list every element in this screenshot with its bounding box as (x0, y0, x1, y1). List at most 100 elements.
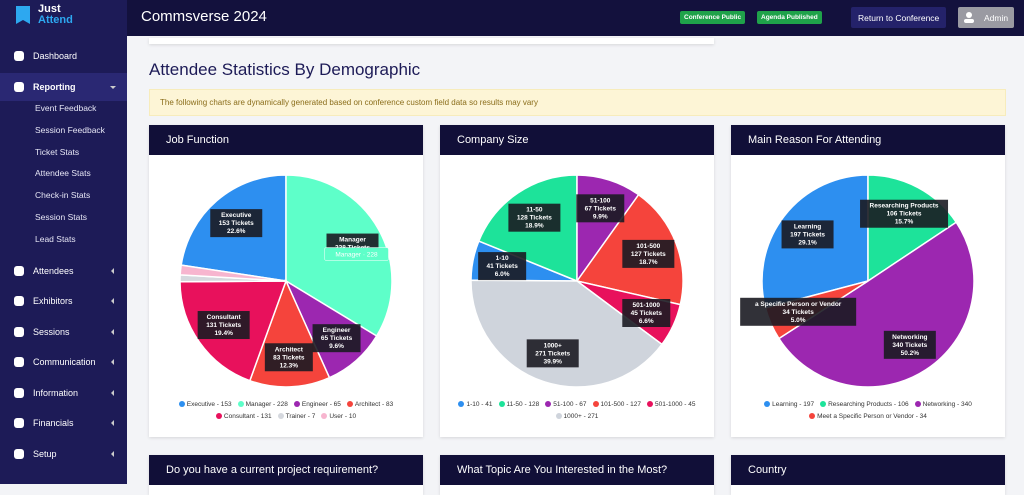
legend-item[interactable]: 101-500 - 127 (592, 401, 641, 408)
submenu-item[interactable]: Session Feedback (35, 124, 105, 135)
page-heading: Attendee Statistics By Demographic (149, 60, 421, 79)
legend-item[interactable]: 501-1000 - 45 (647, 401, 696, 408)
data-label-text: Executive (221, 212, 252, 219)
legend-swatch (545, 401, 552, 407)
submenu-item[interactable]: Ticket Stats (35, 146, 80, 157)
menu-icon-shape (14, 418, 24, 429)
data-label-text: Researching Products (870, 203, 939, 210)
legend-item[interactable]: Meet a Specific Person or Vendor - 34 (809, 413, 927, 420)
chart-title: Main Reason For Attending (731, 125, 1005, 155)
legend-item[interactable]: Trainer - 7 (277, 413, 315, 420)
submenu-item[interactable]: Event Feedback (35, 103, 97, 113)
data-label-text: 1-10 (496, 255, 509, 262)
data-label-text: 197 Tickets (790, 231, 825, 238)
legend-swatch (592, 401, 599, 407)
submenu-item[interactable]: Session Stats (35, 212, 87, 222)
menu-item[interactable]: Attendees (0, 257, 127, 285)
menu-label: Exhibitors (33, 296, 73, 307)
menu-item[interactable]: Communication (0, 348, 127, 376)
legend-text: 501-1000 - 45 (655, 401, 696, 408)
data-label-text: 65 Tickets (321, 335, 353, 342)
data-label-text: 12.3% (280, 362, 299, 369)
data-label-text: Consultant (207, 314, 242, 321)
data-label-text: 128 Tickets (517, 215, 552, 222)
status-badge: Conference Public (680, 11, 746, 24)
return-button[interactable]: Return to Conference (851, 7, 947, 28)
data-label-text: 11-50 (526, 207, 543, 214)
data-label-text: 22.6% (227, 228, 246, 235)
legend-item[interactable]: 11-50 - 128 (498, 401, 540, 408)
menu-item[interactable]: Reporting (0, 72, 127, 101)
menu-item[interactable]: Sessions (0, 318, 127, 346)
menu-icon (14, 51, 24, 61)
data-label-text: Engineer (323, 327, 351, 334)
menu-label: Attendees (33, 265, 74, 276)
chevron-shape (111, 298, 114, 305)
menu-icon (14, 296, 24, 307)
submenu-item[interactable]: Check-in Stats (35, 190, 91, 201)
chevron-shape (111, 450, 114, 457)
user-button[interactable]: Admin (958, 7, 1014, 28)
legend-swatch (321, 413, 328, 419)
data-label-text: 50.2% (901, 350, 920, 357)
data-label-text: 29.1% (798, 239, 817, 246)
legend-item[interactable]: Researching Products - 106 (820, 401, 909, 408)
data-label-text: 501-1000 (633, 302, 661, 309)
chart-title: Country (731, 455, 1005, 485)
legend-swatch (914, 401, 921, 407)
pie-slice (179, 264, 287, 282)
data-label-text: 6.0% (495, 271, 510, 278)
menu-icon-shape (14, 326, 24, 337)
legend-text: 1000+ - 271 (563, 413, 599, 420)
logo-text: Just Attend (38, 4, 73, 26)
chevron-shape (111, 328, 114, 335)
user-icon (964, 12, 974, 23)
legend-item[interactable]: Engineer - 65 (293, 401, 341, 408)
legend-swatch (647, 401, 654, 407)
legend-item[interactable]: Consultant - 131 (215, 413, 272, 420)
legend-item[interactable]: Manager - 228 (237, 401, 288, 408)
data-label-text: 131 Tickets (206, 322, 241, 329)
legend-item[interactable]: User - 10 (321, 413, 356, 420)
legend-item[interactable]: Networking - 340 (914, 401, 972, 408)
legend: 1-10 - 41 11-50 - 128 51-100 - 67 101-500 -… (446, 401, 708, 420)
legend-item[interactable]: 51-100 - 67 (545, 401, 587, 408)
legend-swatch (293, 401, 300, 407)
data-label-box (740, 297, 857, 326)
legend-swatch (237, 401, 244, 407)
menu-label: Information (33, 387, 79, 398)
submenu-item[interactable]: Lead Stats (35, 233, 76, 244)
chart-title: Do you have a current project requiremen… (149, 455, 423, 485)
legend-text: 11-50 - 128 (506, 401, 540, 408)
submenu-item[interactable]: Attendee Stats (35, 168, 91, 179)
chevron-shape (111, 267, 114, 274)
menu-chevron (111, 450, 114, 457)
data-label-box (197, 311, 250, 340)
legend-text: Architect - 83 (354, 401, 394, 408)
legend-item[interactable]: 1000+ - 271 (555, 413, 599, 420)
menu-item[interactable]: Information (0, 379, 127, 407)
legend-item[interactable]: 1-10 - 41 (458, 401, 493, 408)
menu-item[interactable]: Dashboard (0, 42, 127, 70)
legend-item[interactable]: Executive - 153 (178, 401, 232, 408)
legend-item[interactable]: Learning - 197 (764, 401, 814, 408)
menu-item[interactable]: Setup (0, 440, 127, 468)
chart-card: Country (731, 455, 1005, 495)
legend: Executive - 153 Manager - 228 Engineer - 6… (155, 401, 417, 420)
menu-item[interactable]: Exhibitors (0, 287, 127, 315)
legend-item[interactable]: Architect - 83 (346, 401, 394, 408)
legend-text: Researching Products - 106 (828, 401, 909, 408)
legend-swatch (809, 413, 816, 419)
menu-chevron (111, 420, 114, 427)
menu-item[interactable]: Financials (0, 409, 127, 437)
legend-swatch (215, 413, 222, 419)
